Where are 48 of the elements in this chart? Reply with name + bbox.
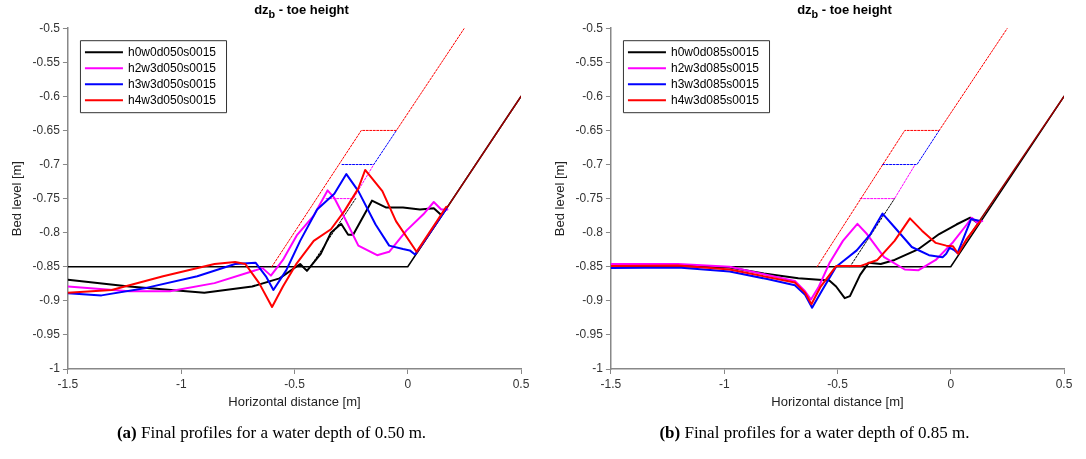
x-tick-label: 0.5 <box>512 376 530 391</box>
y-axis-title: Bed level [m] <box>9 161 25 237</box>
y-tick-label: -0.55 <box>575 54 604 69</box>
x-tick-label: 0 <box>404 376 412 391</box>
y-tick-label: -0.5 <box>582 20 604 35</box>
x-tick-label: -1.5 <box>600 376 622 391</box>
legend-label: h3w3d085s0015 <box>670 76 760 91</box>
y-tick-label: -1 <box>592 361 604 376</box>
legend-label: h0w0d050s0015 <box>127 44 217 59</box>
legend-label: h4w3d050s0015 <box>127 92 217 107</box>
y-tick-label: -0.65 <box>575 122 604 137</box>
x-tick-label: -0.5 <box>827 376 849 391</box>
y-tick-label: -0.65 <box>32 122 61 137</box>
text: (b) Final profiles for a water depth of 0.85 m. <box>658 423 971 443</box>
x-axis-title: Horizontal distance [m] <box>228 393 361 409</box>
y-tick-label: -0.5 <box>39 20 61 35</box>
y-tick-label: -0.7 <box>582 156 604 171</box>
legend-label: h3w3d050s0015 <box>127 76 217 91</box>
legend-label: h0w0d085s0015 <box>670 44 760 59</box>
legend-label: h2w3d085s0015 <box>670 60 760 75</box>
x-tick-label: -1.5 <box>57 376 79 391</box>
y-tick-label: -0.8 <box>39 224 61 239</box>
y-tick-label: -0.85 <box>32 259 61 274</box>
x-tick-label: -1 <box>175 376 187 391</box>
y-tick-label: -0.75 <box>575 190 604 205</box>
x-tick-label: 0.5 <box>1055 376 1073 391</box>
y-tick-label: -0.8 <box>582 224 604 239</box>
y-tick-label: -0.85 <box>575 259 604 274</box>
y-axis-title: Bed level [m] <box>552 161 568 237</box>
y-tick-label: -0.55 <box>32 54 61 69</box>
y-tick-label: -1 <box>49 361 61 376</box>
y-tick-label: -0.95 <box>575 327 604 342</box>
y-tick-label: -0.6 <box>39 88 61 103</box>
x-tick-label: -1 <box>718 376 730 391</box>
y-tick-label: -0.6 <box>582 88 604 103</box>
y-tick-label: -0.75 <box>32 190 61 205</box>
y-tick-label: -0.7 <box>39 156 61 171</box>
legend-label: h4w3d085s0015 <box>670 92 760 107</box>
x-tick-label: 0 <box>947 376 955 391</box>
x-axis-title: Horizontal distance [m] <box>771 393 904 409</box>
y-tick-label: -0.9 <box>39 293 61 308</box>
y-tick-label: -0.9 <box>582 293 604 308</box>
x-tick-label: -0.5 <box>284 376 306 391</box>
legend-label: h2w3d050s0015 <box>127 60 217 75</box>
chart-title: dz$_{b}$ - toe height <box>254 2 349 20</box>
text: (a) Final profiles for a water depth of 0.50 m. <box>115 423 428 443</box>
y-tick-label: -0.95 <box>32 327 61 342</box>
chart-title: dz$_{b}$ - toe height <box>797 2 892 20</box>
